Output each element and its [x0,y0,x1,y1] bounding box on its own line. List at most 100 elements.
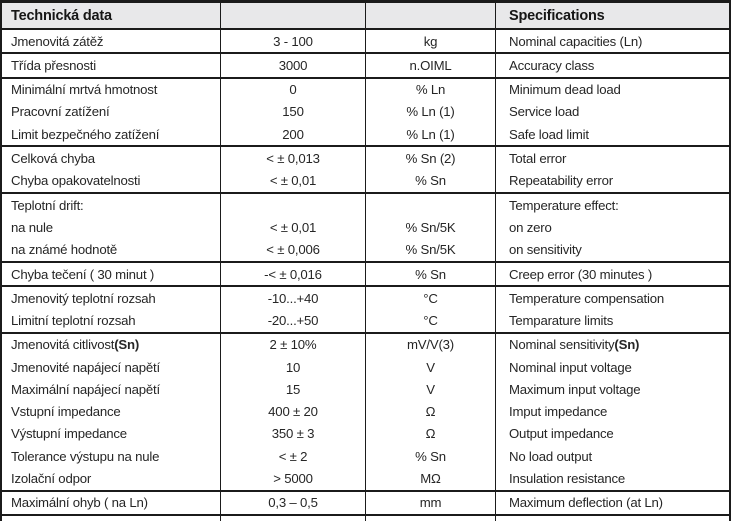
label-czech-cell-text: Maximální ohyb ( na Ln) [11,495,148,511]
value-cell: -< ± 0,016 [221,262,366,286]
value-cell-text: 0,3 – 0,5 [268,495,318,511]
label-czech-cell: Chyba tečení ( 30 minut ) [2,262,221,286]
label-english-cell-bold-text: (Sn) [614,337,640,353]
label-czech-cell: Jmenovitý teplotní rozsah [2,287,221,310]
value-cell: 3 - 100 [221,30,366,53]
label-english-cell-text: Nominal sensitivity [509,337,615,353]
label-czech-cell: na nule [2,216,221,239]
value-cell: 2 ± 10% [221,333,366,356]
label-czech-cell-text: Pracovní zatížení [11,104,110,120]
table-row: Maximální ohyb ( na Ln) 0,3 – 0,5 mm Maximu… [2,491,729,514]
value-cell-text: < ± 0,01 [269,219,317,235]
value-cell: 150 [221,100,366,124]
value-cell-text: -< ± 0,016 [264,266,322,282]
label-czech-cell: Jmenovitá zátěž [2,30,221,53]
table-row: Jmenovitý teplotní rozsah -10...+40 °C Temp… [2,287,729,310]
value-cell-text: 15 [285,381,301,397]
label-english-cell-text: Maximum deflection (at Ln) [509,495,663,511]
table-row: Jmenovitá citlivost (Sn) 2 ± 10% mV/V(3) No… [2,333,729,356]
unit-cell: MΩ [366,467,496,490]
unit-cell: % Sn [366,445,496,468]
table-body: Jmenovitá zátěž 3 - 100 kg Nominal capaciti… [2,30,729,516]
label-english-cell: Insulation resistance [496,467,729,489]
label-english-cell: Service load [496,101,729,123]
unit-cell-text: % Sn (2) [405,151,456,167]
unit-cell: V [366,378,496,401]
unit-cell-text: % Sn/5K [405,242,456,258]
table-row: na nule < ± 0,01 % Sn/5K on zero [2,216,729,239]
table-header: Technická data Specifications [2,3,729,30]
value-cell: < ± 0,01 [221,169,366,193]
label-english-cell-text: Temperature compensation [509,290,665,306]
unit-cell: % Sn/5K [366,238,496,261]
label-english-cell: Temperature effect: [496,194,729,216]
value-cell-text: < ± 0,01 [269,173,317,189]
label-english-cell: Repeatability error [496,170,729,192]
label-english-cell-text: Imput impedance [509,404,608,420]
value-cell: > 5000 [221,467,366,490]
label-czech-cell-text: Celková chyba [11,151,95,167]
unit-cell-text: Ω [425,426,436,442]
header-title-english-label: Specifications [509,7,605,24]
value-cell-text: 3 - 100 [273,33,313,49]
row-group: Chyba tečení ( 30 minut ) -< ± 0,016 % Sn C… [2,262,729,288]
unit-cell: % Ln [366,78,496,101]
label-english-cell-text: No load output [509,448,592,464]
unit-cell-text: % Sn [415,173,446,189]
unit-cell: V [366,356,496,379]
label-czech-cell-text: na známé hodnotě [11,242,118,258]
label-czech-cell-text: Chyba opakovatelnosti [11,173,141,189]
value-cell-text: 200 [282,126,304,142]
label-czech-cell: Výstupní impedance [2,422,221,446]
footer-cell [221,516,366,521]
table-row: Chyba opakovatelnosti < ± 0,01 % Sn Repeata… [2,169,729,193]
unit-cell-text: mm [419,495,442,511]
unit-cell-text: MΩ [420,471,441,487]
footer-cell [496,516,729,521]
value-cell-text: < ± 0,013 [266,151,320,167]
label-english-cell-text: Temperature effect: [509,197,619,213]
label-czech-cell-text: Limit bezpečného zatížení [11,126,160,142]
label-english-cell-text: Safe load limit [509,126,589,142]
value-cell: < ± 0,01 [221,216,366,239]
table-row: na známé hodnotě < ± 0,006 % Sn/5K on sensi… [2,238,729,261]
row-group: Jmenovitá zátěž 3 - 100 kg Nominal capaciti… [2,30,729,55]
unit-cell: % Ln (1) [366,123,496,146]
value-cell-text: -20...+50 [267,313,319,329]
table-row: Teplotní drift: Temperature effect: [2,194,729,217]
label-czech-cell-text: Tolerance výstupu na nule [11,448,160,464]
label-czech-cell: Tolerance výstupu na nule [2,445,221,468]
value-cell: -20...+50 [221,309,366,332]
value-cell-text: 2 ± 10% [269,337,317,353]
label-czech-cell-text: Chyba tečení ( 30 minut ) [11,266,155,282]
label-english-cell-text: Nominal capacities (Ln) [509,33,643,49]
label-english-cell: Nominal capacities (Ln) [496,30,729,52]
value-cell: < ± 0,013 [221,147,366,170]
table-row: Minimální mrtvá hmotnost 0 % Ln Minimum dea… [2,78,729,101]
unit-cell-text: % Ln (1) [406,126,455,142]
label-czech-cell: Minimální mrtvá hmotnost [2,78,221,101]
row-group: Jmenovitý teplotní rozsah -10...+40 °C Temp… [2,287,729,334]
row-group: Celková chyba < ± 0,013 % Sn (2) Total erro… [2,147,729,194]
unit-cell-text: mV/V(3) [407,337,454,353]
label-czech-cell: Vstupní impedance [2,400,221,423]
label-english-cell: Maximum deflection (at Ln) [496,492,729,514]
unit-cell-text: % Sn [415,266,446,282]
label-czech-cell: Maximální ohyb ( na Ln) [2,491,221,514]
label-czech-cell-text: Jmenovitý teplotní rozsah [11,290,156,306]
footer-cell [2,516,221,521]
table-footer-strip [2,516,729,521]
label-czech-cell: Třída přesnosti [2,54,221,77]
value-cell: < ± 2 [221,445,366,468]
label-czech-cell: Teplotní drift: [2,194,221,217]
label-czech-cell: Limitní teplotní rozsah [2,309,221,332]
unit-cell: kg [366,30,496,53]
label-english-cell: Safe load limit [496,123,729,145]
label-english-cell: No load output [496,445,729,467]
value-cell: 15 [221,378,366,401]
label-english-cell: Nominal input voltage [496,356,729,378]
header-title-czech-label: Technická data [11,7,112,24]
label-czech-cell-text: Jmenovité napájecí napětí [11,359,160,375]
table-row: Celková chyba < ± 0,013 % Sn (2) Total erro… [2,147,729,170]
table-row: Výstupní impedance 350 ± 3 Ω Output impedan… [2,422,729,446]
